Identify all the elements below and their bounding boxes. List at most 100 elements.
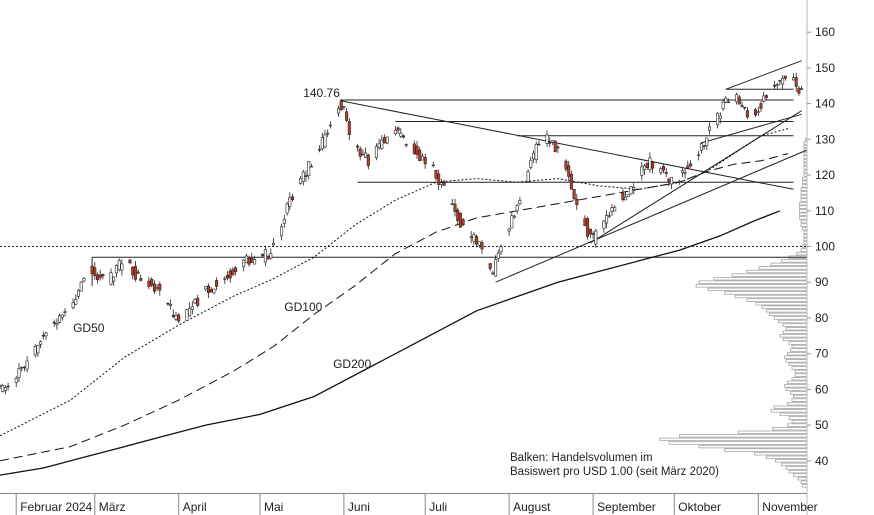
volume-bar — [724, 291, 808, 295]
volume-bar — [698, 444, 808, 449]
candle-body — [231, 269, 235, 275]
volume-bar — [746, 298, 808, 302]
volume-bar — [793, 394, 808, 399]
candle-body — [699, 143, 703, 151]
candle-body — [781, 78, 785, 85]
candle-body — [323, 134, 327, 148]
candle-body — [223, 278, 227, 280]
candle-body — [529, 159, 533, 168]
x-tick-label: März — [99, 500, 126, 514]
x-tick-label: Februar 2024 — [20, 500, 92, 514]
candle-body — [215, 280, 219, 287]
candle-body — [651, 162, 655, 169]
candle-body — [670, 177, 674, 185]
candle-body — [82, 278, 86, 282]
candle-body — [393, 129, 397, 134]
volume-bar — [755, 302, 808, 306]
volume-bar — [778, 319, 808, 324]
volume-bar — [782, 323, 808, 327]
y-tick-label: 110 — [815, 204, 834, 218]
volume-bar — [800, 248, 808, 252]
candle-body — [797, 87, 801, 94]
volume-bar — [775, 459, 808, 463]
volume-bar — [781, 462, 808, 467]
candle-body — [735, 94, 739, 103]
candle-body — [399, 132, 403, 137]
volume-bar — [799, 201, 808, 206]
candle-body — [374, 146, 378, 158]
candle-body — [534, 144, 538, 160]
candle-body — [247, 257, 251, 265]
volume-bar — [758, 266, 808, 270]
candle-body — [196, 297, 200, 306]
candle-body — [98, 274, 102, 278]
candle-body — [783, 75, 787, 79]
volume-bar — [797, 477, 808, 481]
candle-body — [263, 249, 267, 263]
x-tick-label: Oktober — [678, 500, 721, 514]
candle-body — [689, 163, 693, 167]
candle-body — [366, 154, 370, 166]
volume-bar — [791, 419, 808, 424]
volume-bar — [707, 287, 808, 292]
candle-body — [772, 85, 776, 87]
candle-body — [364, 152, 368, 158]
candle-body — [642, 165, 646, 170]
volume-bar — [754, 452, 808, 456]
annotation-14076: 140.76 — [303, 86, 340, 100]
candle-body — [740, 105, 744, 107]
candle-body — [778, 80, 782, 82]
volume-bar — [773, 405, 808, 409]
annotation-gd50: GD50 — [73, 321, 105, 335]
candle-body — [3, 387, 7, 391]
candle-body — [437, 173, 441, 185]
trend-line — [701, 113, 802, 144]
candle-body — [420, 155, 424, 161]
volume-bar — [773, 316, 808, 320]
candle-body — [174, 315, 178, 320]
volume-profile — [659, 137, 808, 488]
candle-body — [77, 290, 81, 297]
volume-bar — [766, 309, 808, 313]
candle-body — [512, 215, 516, 218]
candle-body — [22, 366, 26, 369]
candle-body — [469, 236, 473, 239]
candle-body — [307, 161, 311, 177]
candle-body — [33, 346, 37, 356]
volume-bar — [802, 226, 808, 231]
volume-bar — [799, 209, 808, 213]
candle-body — [415, 145, 419, 155]
candle-body — [36, 345, 40, 354]
candle-body — [756, 111, 760, 113]
volume-bar — [784, 384, 808, 388]
candle-body — [537, 143, 541, 146]
candle-body — [261, 253, 265, 257]
candle-body — [17, 368, 21, 378]
candle-body — [648, 157, 652, 170]
candle-body — [764, 95, 768, 98]
volume-bar — [788, 416, 808, 420]
candle-body — [188, 307, 192, 317]
x-tick-labels: Februar 2024 März April Mai Juni Juli August Se… — [15, 493, 818, 515]
candle-body — [185, 309, 189, 321]
candle-body — [412, 143, 416, 154]
volume-bar — [770, 262, 808, 267]
candle-body — [6, 385, 10, 388]
volume-bar — [799, 216, 808, 220]
x-tick-label: September — [597, 500, 656, 514]
y-tick-label: 140 — [815, 97, 835, 111]
candle-body — [396, 127, 400, 131]
volume-bar — [785, 327, 808, 331]
candle-body — [90, 265, 94, 275]
volume-bar — [772, 427, 808, 431]
trend-line — [590, 110, 802, 244]
y-tick-label: 90 — [815, 275, 829, 289]
annotation-gd200: GD200 — [333, 357, 371, 371]
y-tick-label: 60 — [815, 382, 829, 396]
volume-bar — [737, 430, 808, 434]
candle-body — [204, 286, 208, 290]
volume-note: Balken: Handelsvolumen im Basiswert pro … — [510, 452, 719, 478]
candle-body — [25, 360, 29, 370]
candle-body — [588, 228, 592, 235]
